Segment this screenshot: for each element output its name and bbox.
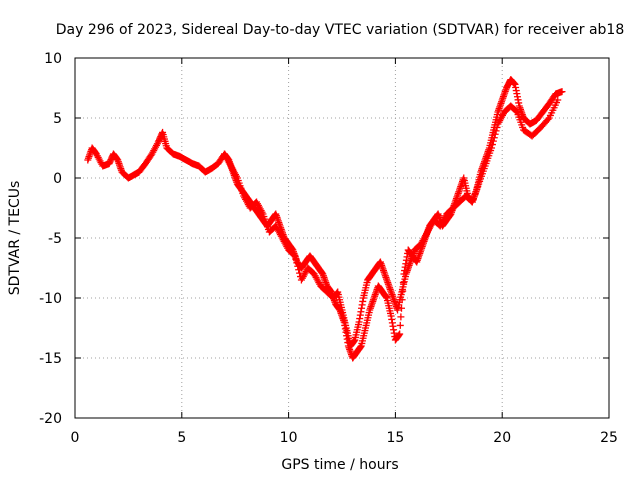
y-tick-label: -10 [39, 291, 62, 307]
data-point [558, 88, 566, 96]
data-point [488, 141, 496, 149]
chart-title: Day 296 of 2023, Sidereal Day-to-day VTE… [56, 22, 625, 38]
y-tick-label: 0 [53, 171, 62, 187]
data-point [396, 330, 404, 338]
data-point [488, 144, 496, 152]
y-tick-label: 10 [44, 51, 62, 67]
y-tick-label: -15 [39, 351, 62, 367]
axis-ticks [74, 57, 610, 419]
x-tick-label: 15 [386, 430, 404, 446]
data-point [291, 252, 299, 260]
x-tick-label: 20 [493, 430, 511, 446]
data-point [489, 137, 497, 145]
data-point [554, 96, 562, 104]
y-tick-label: 5 [53, 111, 62, 127]
x-tick-label: 10 [280, 430, 298, 446]
series-branch-b [221, 96, 562, 350]
x-tick-label: 0 [71, 430, 80, 446]
data-point [294, 262, 302, 270]
data-point [490, 134, 498, 142]
data-point [293, 259, 301, 267]
data-point [493, 123, 501, 131]
data-point [396, 321, 404, 329]
data-point [544, 115, 552, 123]
y-tick-label: -20 [39, 411, 62, 427]
data-point [491, 130, 499, 138]
data-point [295, 266, 303, 274]
data-point [397, 313, 405, 321]
data-point [292, 255, 300, 263]
x-tick-label: 25 [600, 430, 618, 446]
data-point [290, 251, 298, 259]
x-axis-label: GPS time / hours [281, 457, 398, 473]
y-axis-label: SDTVAR / TECUs [7, 181, 23, 296]
data-points [84, 76, 566, 362]
data-point [492, 127, 500, 135]
x-tick-label: 5 [177, 430, 186, 446]
tick-labels: 0 5 10 15 20 25 -20 -15 -10 -5 0 5 10 [39, 51, 618, 446]
y-tick-label: -5 [48, 231, 62, 247]
